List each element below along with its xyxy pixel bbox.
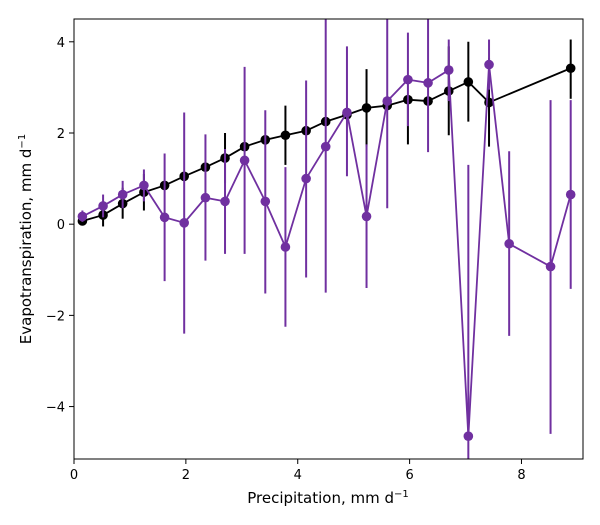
x-tick-label: 2 [182,468,190,483]
series-layer [77,19,576,459]
data-point [179,218,189,228]
data-point [77,211,88,222]
y-axis-label-text: Evapotranspiration, mm d [17,149,35,345]
y-tick-label: 0 [57,218,65,233]
data-point [463,77,474,87]
data-point [260,196,271,207]
x-axis-label: Precipitation, mm d−1 [247,489,409,507]
y-tick-label: 4 [57,36,65,51]
data-point [403,74,413,85]
data-point [220,196,230,207]
data-point [463,431,474,442]
data-point [139,180,149,191]
data-point [301,173,311,184]
x-axis-label-text: Precipitation, mm d [247,489,394,507]
data-point [504,238,514,249]
x-tick-label: 0 [70,468,78,483]
x-tick-label: 4 [294,468,302,483]
data-point [320,141,331,152]
plot-frame [73,18,584,460]
data-point [117,189,128,200]
y-tick-label: −2 [46,309,65,324]
data-point [423,78,433,88]
data-point [200,192,211,203]
series-purple [77,19,576,459]
data-point [342,107,352,118]
data-point [545,261,556,272]
data-point [565,189,576,200]
y-axis-label-sup: −1 [17,134,28,149]
data-point [159,212,170,223]
data-point [98,201,108,211]
data-point [239,155,250,166]
data-point [443,65,454,75]
data-point [565,63,576,74]
y-tick-label: −4 [46,401,65,416]
data-point [382,96,393,106]
series-line [81,63,572,438]
data-point [280,242,291,252]
x-tick-label: 8 [517,468,525,483]
y-axis-label: Evapotranspiration, mm d−1 [17,134,35,344]
series-line [82,67,572,222]
x-axis: 0 2 4 6 8 [70,459,526,483]
data-point [484,59,494,70]
y-tick-label: 2 [57,127,65,142]
y-axis: −4 −2 0 2 4 [46,36,74,416]
data-point [361,211,372,222]
plot-background [74,19,583,459]
x-axis-label-sup: −1 [394,489,409,500]
x-tick-label: 6 [405,468,413,483]
data-point [280,130,291,141]
data-point [361,103,372,113]
